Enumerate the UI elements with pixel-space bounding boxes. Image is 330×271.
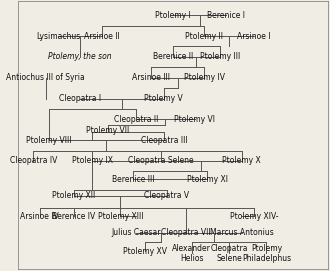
- Text: Ptolemy VIII: Ptolemy VIII: [26, 136, 72, 145]
- Text: Arsinoe III: Arsinoe III: [132, 73, 170, 82]
- Text: Ptolemy XI: Ptolemy XI: [187, 175, 228, 184]
- Text: Cleopatra VII: Cleopatra VII: [161, 228, 211, 237]
- Text: Ptolemy I: Ptolemy I: [155, 11, 191, 20]
- Text: Alexander
Helios: Alexander Helios: [172, 244, 211, 263]
- Text: Lysimachus: Lysimachus: [36, 32, 80, 41]
- Text: Berenice III: Berenice III: [112, 175, 154, 184]
- Text: Cleopatra III: Cleopatra III: [141, 136, 187, 145]
- Text: Ptolemy II: Ptolemy II: [185, 32, 223, 41]
- Text: Cleopatra
Selene: Cleopatra Selene: [211, 244, 248, 263]
- Text: Berenice IV: Berenice IV: [52, 212, 95, 221]
- Text: Ptolemy XIII: Ptolemy XIII: [98, 212, 143, 221]
- Text: Berenice II: Berenice II: [153, 52, 193, 62]
- Text: Ptolemy XIV-: Ptolemy XIV-: [230, 212, 278, 221]
- Text: Arsinoe II: Arsinoe II: [84, 32, 119, 41]
- Text: Marcus Antonius: Marcus Antonius: [210, 228, 274, 237]
- Text: Cleopatra I: Cleopatra I: [59, 94, 101, 103]
- Text: Ptolemy IV: Ptolemy IV: [184, 73, 225, 82]
- Text: Cleopatra Selene: Cleopatra Selene: [128, 156, 194, 165]
- Text: Julius Caesar: Julius Caesar: [111, 228, 161, 237]
- Text: Ptolemy VI: Ptolemy VI: [175, 115, 215, 124]
- Text: Arsinoe I: Arsinoe I: [237, 32, 271, 41]
- Text: Ptolemy VII: Ptolemy VII: [86, 126, 129, 136]
- Text: Ptolemy
Philadelphus: Ptolemy Philadelphus: [242, 244, 291, 263]
- Text: Ptolemy V: Ptolemy V: [145, 94, 183, 103]
- Text: Ptolemy XV: Ptolemy XV: [123, 247, 167, 256]
- Text: Berenice I: Berenice I: [207, 11, 245, 20]
- Text: Ptolemy III: Ptolemy III: [200, 52, 240, 62]
- Text: Cleopatra V: Cleopatra V: [145, 191, 189, 200]
- Text: Cleopatra IV: Cleopatra IV: [10, 156, 57, 165]
- Text: Ptolemy X: Ptolemy X: [222, 156, 261, 165]
- Text: Arsinoe IV: Arsinoe IV: [20, 212, 59, 221]
- Text: Ptolemy IX: Ptolemy IX: [72, 156, 113, 165]
- Text: Cleopatra II: Cleopatra II: [114, 115, 158, 124]
- Text: Antiochus III of Syria: Antiochus III of Syria: [6, 73, 85, 82]
- Text: Ptolemy, the son: Ptolemy, the son: [48, 52, 112, 62]
- Text: Ptolemy XII: Ptolemy XII: [52, 191, 95, 200]
